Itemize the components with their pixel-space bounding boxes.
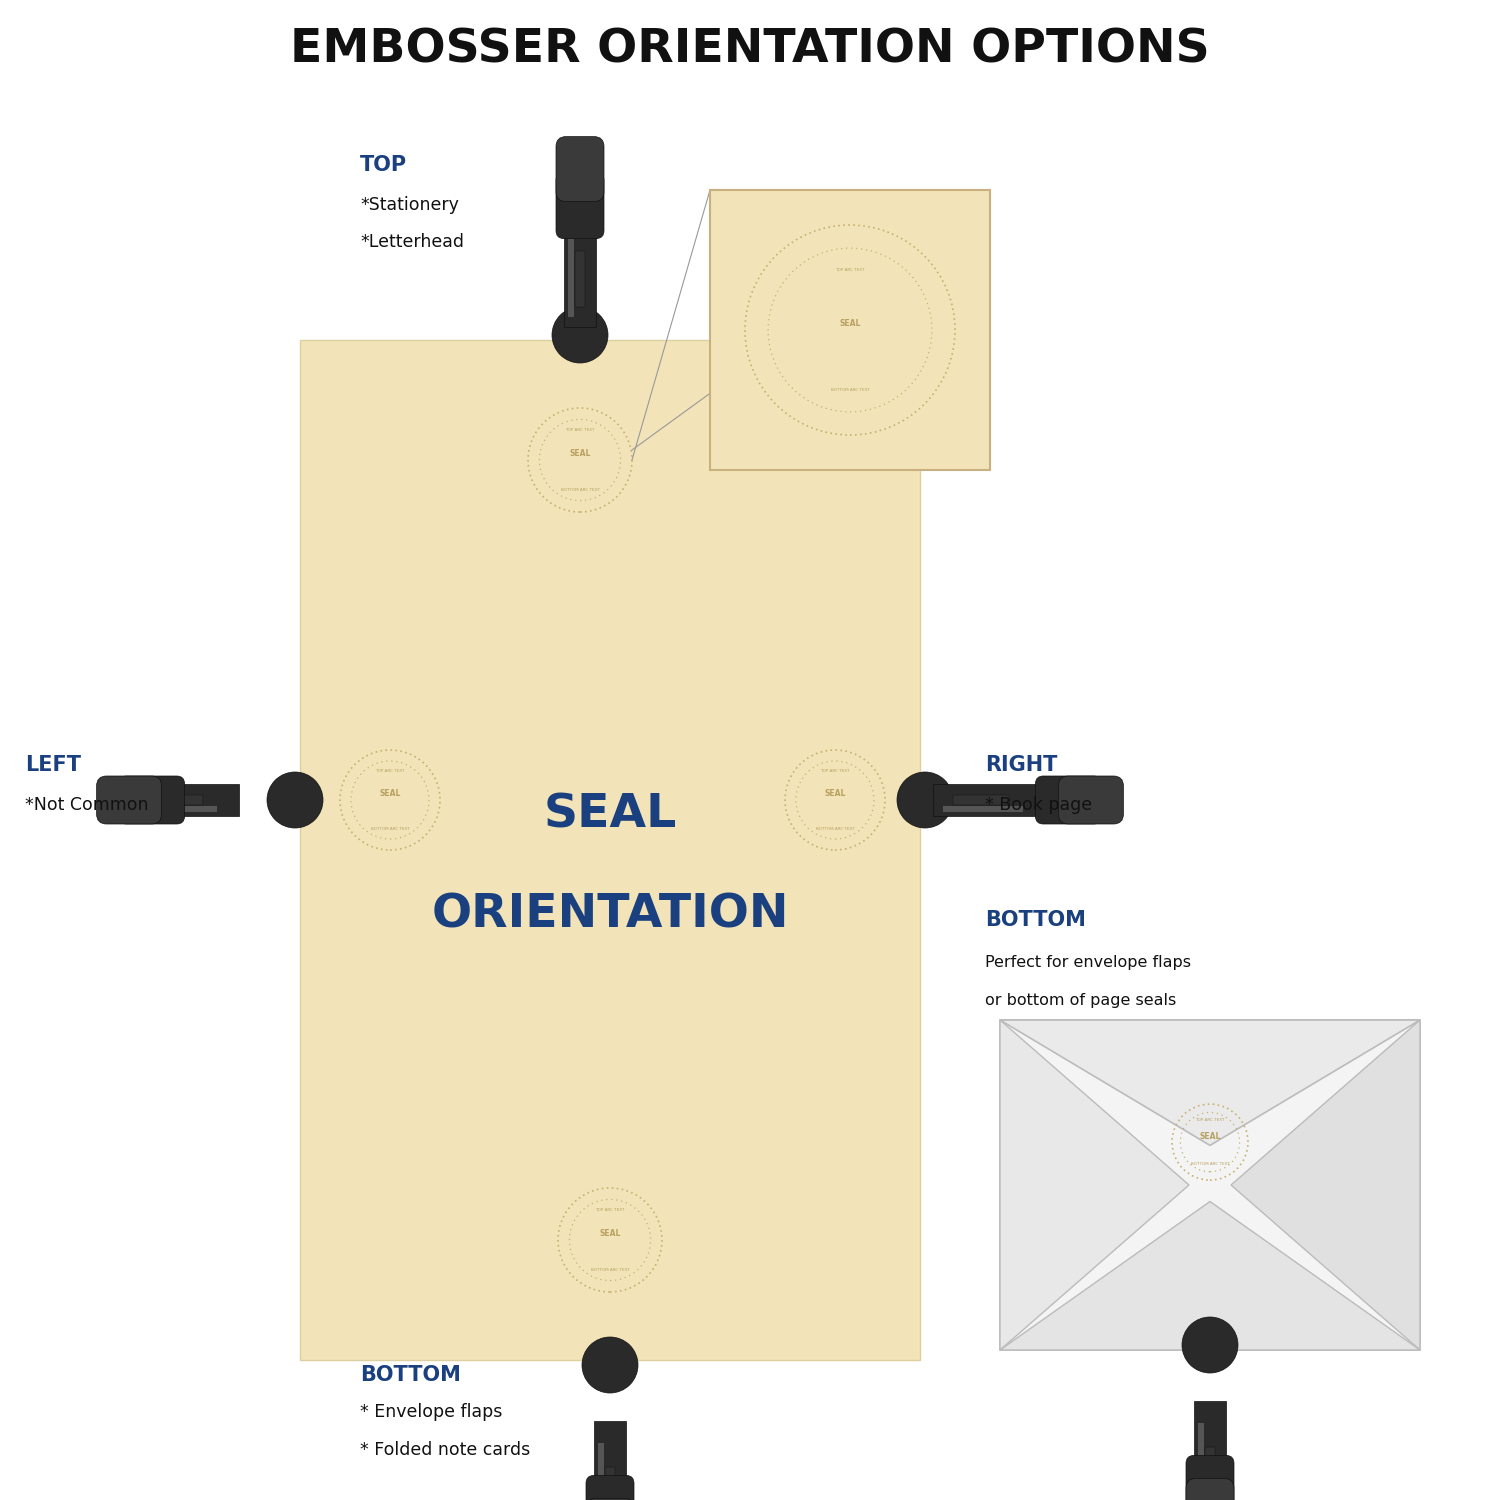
Text: BOTTOM ARC TEXT: BOTTOM ARC TEXT <box>816 827 855 831</box>
Bar <box>136 806 216 812</box>
Text: * Envelope flaps: * Envelope flaps <box>360 1402 503 1420</box>
Text: *Not Common: *Not Common <box>26 796 148 814</box>
Text: EMBOSSER ORIENTATION OPTIONS: EMBOSSER ORIENTATION OPTIONS <box>290 27 1210 72</box>
Text: SEAL: SEAL <box>380 789 400 798</box>
Text: BOTTOM ARC TEXT: BOTTOM ARC TEXT <box>370 827 410 831</box>
Text: SEAL: SEAL <box>840 320 861 328</box>
Bar <box>300 340 920 1360</box>
Polygon shape <box>1232 1020 1420 1350</box>
FancyBboxPatch shape <box>96 776 162 824</box>
Bar <box>564 214 596 327</box>
Text: RIGHT: RIGHT <box>986 754 1058 776</box>
Text: BOTTOM ARC TEXT: BOTTOM ARC TEXT <box>561 488 600 492</box>
FancyBboxPatch shape <box>118 776 184 824</box>
Text: TOP ARC TEXT: TOP ARC TEXT <box>1196 1119 1224 1122</box>
Text: ORIENTATION: ORIENTATION <box>432 892 789 938</box>
Text: Perfect for envelope flaps: Perfect for envelope flaps <box>986 954 1191 969</box>
Circle shape <box>267 772 322 828</box>
Text: TOP: TOP <box>360 154 407 176</box>
Text: or bottom of page seals: or bottom of page seals <box>986 993 1176 1008</box>
Text: BOTTOM: BOTTOM <box>986 910 1086 930</box>
Bar <box>710 190 990 470</box>
Text: *Stationery: *Stationery <box>360 196 459 214</box>
Polygon shape <box>1000 1020 1420 1146</box>
Bar <box>126 784 238 816</box>
Bar <box>944 806 1023 812</box>
Text: BOTTOM ARC TEXT: BOTTOM ARC TEXT <box>591 1268 630 1272</box>
FancyBboxPatch shape <box>1035 776 1101 824</box>
Text: * Book page: * Book page <box>986 796 1092 814</box>
Text: BOTTOM ARC TEXT: BOTTOM ARC TEXT <box>1191 1162 1230 1166</box>
FancyBboxPatch shape <box>586 1476 634 1500</box>
FancyBboxPatch shape <box>1059 776 1124 824</box>
Text: * Folded note cards: * Folded note cards <box>360 1442 531 1460</box>
Circle shape <box>582 1336 638 1394</box>
Circle shape <box>1182 1317 1238 1372</box>
Polygon shape <box>1000 1202 1420 1350</box>
Text: SEAL: SEAL <box>570 450 591 459</box>
Text: TOP ARC TEXT: TOP ARC TEXT <box>596 1209 624 1212</box>
Circle shape <box>552 308 608 363</box>
Polygon shape <box>1000 1020 1190 1350</box>
Text: BOTTOM: BOTTOM <box>360 1365 460 1384</box>
Text: SEAL: SEAL <box>1200 1131 1221 1140</box>
FancyBboxPatch shape <box>556 172 604 238</box>
FancyBboxPatch shape <box>556 136 604 201</box>
Bar <box>604 1467 615 1500</box>
Text: BOTTOM ARC TEXT: BOTTOM ARC TEXT <box>831 388 870 392</box>
Text: SEAL: SEAL <box>600 1230 621 1239</box>
Text: TOP ARC TEXT: TOP ARC TEXT <box>821 770 849 774</box>
Text: LEFT: LEFT <box>26 754 81 776</box>
Bar <box>954 795 1010 806</box>
Bar <box>1194 1401 1225 1500</box>
Bar <box>147 795 202 806</box>
Circle shape <box>897 772 952 828</box>
FancyBboxPatch shape <box>1186 1479 1234 1500</box>
Bar <box>1198 1424 1204 1500</box>
Text: *Letterhead: *Letterhead <box>360 232 464 250</box>
Text: TOP ARC TEXT: TOP ARC TEXT <box>836 268 864 272</box>
FancyBboxPatch shape <box>1186 1455 1234 1500</box>
Bar <box>568 237 574 316</box>
Bar <box>1204 1448 1215 1500</box>
Bar <box>574 251 585 306</box>
Bar <box>598 1443 604 1500</box>
Text: TOP ARC TEXT: TOP ARC TEXT <box>566 429 594 432</box>
Bar <box>1000 1020 1420 1350</box>
Bar <box>933 784 1046 816</box>
Text: TOP ARC TEXT: TOP ARC TEXT <box>375 770 405 774</box>
Text: SEAL: SEAL <box>825 789 846 798</box>
Text: SEAL: SEAL <box>543 792 676 837</box>
Bar <box>594 1422 626 1500</box>
FancyBboxPatch shape <box>586 1498 634 1500</box>
